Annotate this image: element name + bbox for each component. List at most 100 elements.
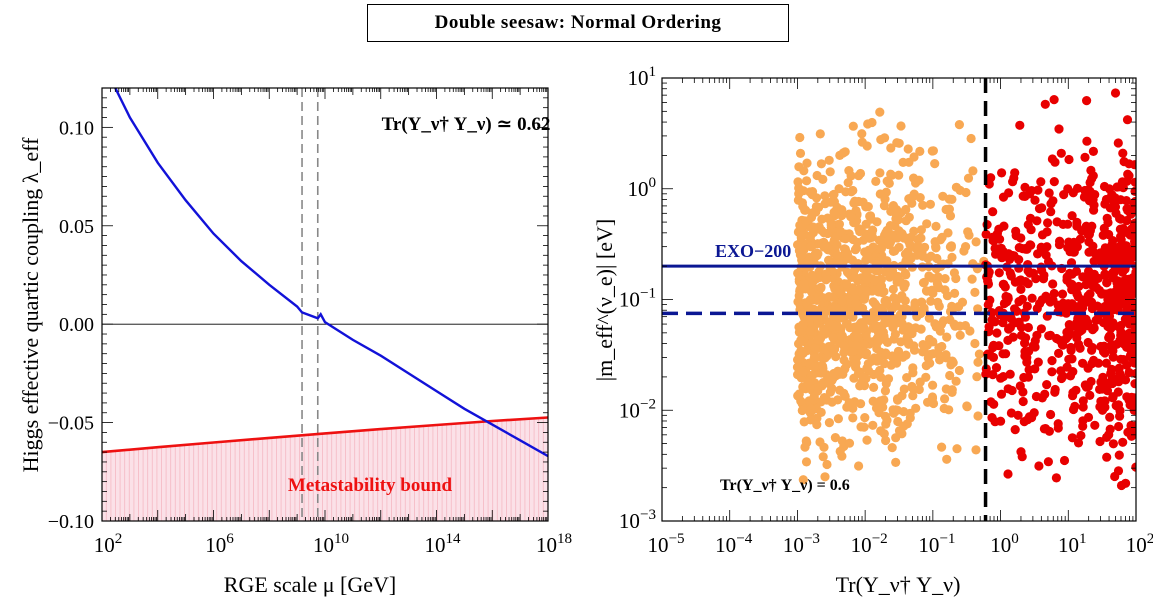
scatter-point-red bbox=[1087, 345, 1097, 355]
scatter-point-red bbox=[1118, 148, 1128, 158]
scatter-point-orange bbox=[827, 292, 837, 302]
scatter-point-orange bbox=[856, 225, 866, 235]
scatter-point-red bbox=[1067, 285, 1077, 295]
scatter-point-red bbox=[1083, 185, 1093, 195]
scatter-point-red bbox=[1046, 207, 1056, 217]
scatter-point-orange bbox=[796, 335, 806, 345]
scatter-point-orange bbox=[843, 178, 853, 188]
scatter-point-red bbox=[989, 399, 999, 409]
scatter-point-orange bbox=[826, 220, 836, 230]
scatter-point-red bbox=[981, 229, 991, 239]
scatter-point-red bbox=[1096, 303, 1106, 313]
scatter-point-orange bbox=[887, 170, 897, 180]
scatter-point-orange bbox=[894, 426, 905, 436]
scatter-point-red bbox=[1108, 352, 1118, 362]
scatter-point-orange bbox=[801, 457, 812, 467]
scatter-point-red bbox=[1063, 219, 1073, 229]
scatter-point-red bbox=[1010, 425, 1020, 435]
scatter-point-orange bbox=[830, 284, 840, 294]
scatter-point-orange bbox=[971, 237, 981, 247]
scatter-point-orange bbox=[907, 193, 917, 203]
scatter-point-red bbox=[1105, 332, 1116, 342]
scatter-point-orange bbox=[844, 438, 855, 448]
scatter-point-orange bbox=[818, 452, 828, 462]
scatter-point-orange bbox=[862, 250, 872, 260]
scatter-point-orange bbox=[972, 372, 982, 382]
scatter-point-orange bbox=[903, 144, 913, 154]
scatter-point-red bbox=[1107, 339, 1117, 350]
scatter-point-red bbox=[1008, 177, 1018, 187]
scatter-point-red bbox=[997, 168, 1007, 178]
scatter-point-red bbox=[1059, 455, 1070, 466]
scatter-point-red bbox=[1048, 279, 1058, 289]
scatter-point-red bbox=[1033, 249, 1043, 259]
scatter-point-red bbox=[1107, 364, 1117, 374]
scatter-point-orange bbox=[973, 411, 983, 421]
scatter-point-red bbox=[1017, 452, 1027, 462]
scatter-point-red bbox=[1010, 168, 1020, 178]
scatter-point-orange bbox=[818, 361, 828, 371]
scatter-point-red bbox=[1121, 478, 1131, 488]
scatter-point-red bbox=[1004, 188, 1014, 198]
scatter-point-red bbox=[1102, 277, 1112, 288]
scatter-point-orange bbox=[954, 365, 965, 376]
scatter-point-red bbox=[1110, 287, 1120, 297]
scatter-point-red bbox=[1089, 200, 1099, 210]
scatter-point-red bbox=[1050, 387, 1060, 397]
tick-label: −0.05 bbox=[48, 413, 94, 435]
scatter-point-red bbox=[1122, 302, 1132, 312]
scatter-point-orange bbox=[858, 372, 868, 382]
scatter-point-orange bbox=[857, 129, 867, 139]
scatter-point-orange bbox=[961, 242, 971, 252]
scatter-point-red bbox=[1003, 384, 1013, 394]
scatter-point-orange bbox=[941, 350, 951, 360]
scatter-point-orange bbox=[872, 356, 882, 366]
scatter-point-orange bbox=[963, 173, 974, 183]
scatter-point-orange bbox=[871, 320, 881, 331]
scatter-point-orange bbox=[879, 395, 889, 405]
scatter-point-orange bbox=[881, 435, 891, 446]
scatter-point-red bbox=[1100, 199, 1110, 209]
tick-label: 100 bbox=[627, 175, 656, 201]
scatter-point-orange bbox=[913, 241, 923, 251]
scatter-point-red bbox=[1003, 469, 1013, 479]
tick-label: 1014 bbox=[424, 531, 461, 557]
scatter-point-orange bbox=[861, 331, 871, 341]
scatter-point-red bbox=[1081, 314, 1091, 324]
scatter-point-orange bbox=[803, 378, 813, 388]
scatter-point-orange bbox=[853, 333, 863, 343]
scatter-point-red bbox=[1065, 371, 1076, 381]
tick-label: 101 bbox=[627, 64, 656, 90]
scatter-point-red bbox=[1129, 203, 1136, 213]
scatter-series-red bbox=[981, 88, 1136, 491]
scatter-point-orange bbox=[899, 384, 909, 394]
scatter-point-red bbox=[1120, 314, 1130, 324]
scatter-point-orange bbox=[942, 332, 952, 342]
scatter-point-orange bbox=[888, 284, 898, 294]
scatter-point-red bbox=[1023, 415, 1033, 425]
scatter-point-orange bbox=[894, 226, 904, 236]
scatter-point-orange bbox=[794, 162, 804, 172]
scatter-point-orange bbox=[973, 304, 983, 314]
scatter-point-red bbox=[1073, 438, 1084, 448]
scatter-point-red bbox=[1095, 248, 1106, 258]
scatter-point-red bbox=[1075, 343, 1085, 353]
scatter-point-orange bbox=[950, 288, 960, 298]
scatter-point-orange bbox=[926, 296, 936, 306]
scatter-point-orange bbox=[854, 171, 864, 181]
scatter-point-red bbox=[1130, 177, 1136, 187]
scatter-point-red bbox=[1020, 351, 1030, 361]
scatter-point-red bbox=[998, 279, 1008, 289]
scatter-point-red bbox=[1062, 275, 1072, 285]
scatter-point-red bbox=[1085, 390, 1095, 400]
scatter-point-red bbox=[1120, 375, 1131, 385]
scatter-point-red bbox=[987, 315, 997, 325]
scatter-point-orange bbox=[828, 332, 838, 342]
scatter-point-red bbox=[1057, 289, 1068, 299]
scatter-point-red bbox=[1013, 410, 1023, 420]
scatter-point-red bbox=[1059, 190, 1069, 200]
scatter-point-orange bbox=[833, 414, 844, 424]
scatter-point-red bbox=[1054, 240, 1065, 250]
tick-label: 10−2 bbox=[619, 396, 656, 422]
scatter-point-orange bbox=[923, 353, 933, 363]
